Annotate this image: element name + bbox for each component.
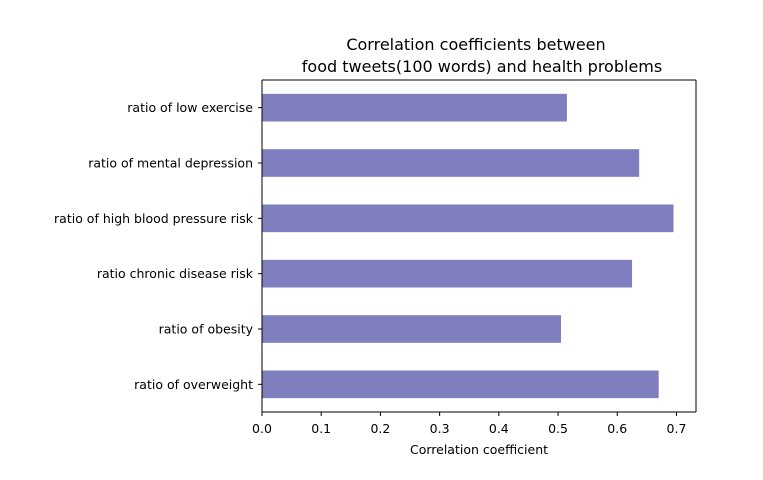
plot-area: ratio of low exercise ratio of mental dep… [54,79,697,436]
y-tick-label-6: ratio of overweight [134,377,253,392]
y-tick-label-3: ratio of high blood pressure risk [54,211,254,226]
x-tick-label-1: 0.0 [252,421,272,436]
bar-6 [262,370,659,399]
bar-3 [262,204,674,233]
y-tick-label-5: ratio of obesity [159,322,254,337]
y-tick-label-1: ratio of low exercise [127,100,253,115]
x-axis-label: Correlation coefficient [410,442,548,457]
chart-title-line-1: Correlation coefficients between [346,35,605,54]
bar-1 [262,93,567,122]
x-tick-label-3: 0.2 [370,421,390,436]
x-tick-label-8: 0.7 [667,421,687,436]
bar-4 [262,259,633,288]
bar-2 [262,149,640,177]
x-tick-label-2: 0.1 [311,421,331,436]
x-tick-label-7: 0.6 [607,421,627,436]
x-tick-label-5: 0.4 [489,421,509,436]
y-tick-label-4: ratio chronic disease risk [97,266,254,281]
x-tick-label-4: 0.3 [430,421,450,436]
y-tick-label-2: ratio of mental depression [88,156,253,171]
x-tick-label-6: 0.5 [548,421,568,436]
chart-title-line-2: food tweets(100 words) and health proble… [302,57,662,76]
bar-5 [262,315,562,343]
